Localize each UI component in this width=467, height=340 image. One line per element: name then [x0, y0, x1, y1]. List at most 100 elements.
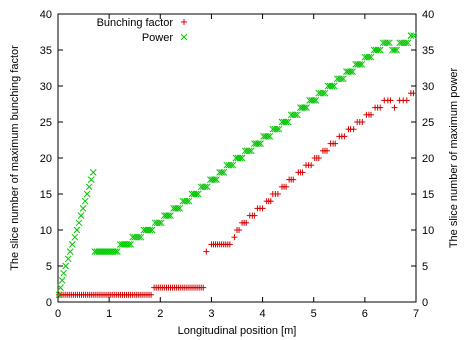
- y-tick-label-right: 25: [422, 117, 434, 129]
- data-point: [283, 183, 290, 190]
- data-point: [167, 212, 174, 219]
- y-tick-label-right: 30: [422, 81, 434, 93]
- legend-label-bunching: Bunching factor: [97, 17, 174, 29]
- data-point: [73, 226, 81, 234]
- data-point: [391, 46, 398, 54]
- data-point: [81, 197, 89, 205]
- data-point: [267, 198, 274, 205]
- data-point: [243, 219, 250, 226]
- data-point: [213, 176, 220, 183]
- data-point: [251, 212, 258, 219]
- data-point: [220, 169, 228, 176]
- data-point: [324, 147, 331, 154]
- data-point: [356, 61, 364, 68]
- data-point: [200, 284, 207, 291]
- data-point: [231, 234, 238, 241]
- x-tick-label: 7: [413, 308, 419, 320]
- data-point: [404, 39, 412, 47]
- data-point: [71, 233, 79, 241]
- data-point: [312, 97, 320, 104]
- y-tick-label-right: 0: [422, 297, 428, 309]
- data-point: [229, 161, 237, 169]
- data-point: [264, 133, 272, 140]
- data-point: [349, 68, 356, 75]
- data-point: [148, 226, 156, 234]
- data-point: [282, 118, 290, 126]
- data-point: [410, 90, 417, 97]
- data-point: [211, 176, 218, 183]
- data-point: [192, 190, 200, 198]
- data-point: [391, 104, 398, 111]
- x-tick-label: 3: [208, 308, 214, 320]
- data-point: [135, 233, 143, 241]
- data-point: [111, 248, 119, 255]
- data-point: [340, 75, 347, 83]
- data-point: [350, 126, 357, 133]
- legend-marker-power: [180, 33, 188, 41]
- y-tick-label-left: 20: [40, 153, 52, 165]
- data-point: [64, 255, 72, 263]
- data-point: [359, 119, 366, 125]
- y-axis-right-title: The slice number of maximum power: [448, 67, 460, 248]
- y-tick-label-right: 35: [422, 45, 434, 57]
- data-point: [83, 190, 91, 198]
- data-point: [203, 183, 211, 191]
- data-point: [60, 269, 67, 277]
- legend-marker: [181, 19, 187, 25]
- data-point: [402, 39, 410, 47]
- data-point: [274, 191, 281, 197]
- data-point: [55, 291, 63, 299]
- legend-marker: [180, 33, 188, 41]
- legend-label-power: Power: [142, 32, 174, 44]
- data-point: [259, 205, 266, 212]
- data-point: [85, 183, 93, 191]
- data-point: [66, 248, 74, 255]
- y-tick-label-left: 0: [46, 297, 52, 309]
- data-point: [137, 233, 145, 241]
- data-point: [330, 82, 338, 90]
- data-point: [245, 147, 253, 155]
- data-point: [315, 155, 322, 161]
- series-bunching-factor: [56, 90, 417, 298]
- data-point: [255, 140, 262, 147]
- data-point: [319, 89, 327, 97]
- data-point: [293, 111, 301, 119]
- data-point: [257, 140, 264, 147]
- data-point: [374, 46, 382, 54]
- y-tick-label-right: 15: [422, 189, 434, 201]
- y-tick-label-left: 15: [40, 189, 52, 201]
- y-tick-label-right: 40: [422, 9, 434, 21]
- plot-frame: [57, 13, 417, 303]
- data-point: [227, 161, 235, 169]
- data-point: [393, 46, 400, 54]
- data-point: [77, 212, 85, 219]
- data-point: [174, 205, 182, 212]
- x-tick-label: 5: [311, 308, 317, 320]
- data-point: [290, 176, 297, 183]
- data-point: [337, 75, 345, 83]
- series-power: [55, 32, 417, 299]
- y-tick-label-right: 10: [422, 225, 434, 237]
- data-point: [62, 262, 70, 270]
- data-point: [365, 53, 373, 61]
- data-point: [367, 111, 374, 118]
- data-point: [291, 111, 299, 119]
- data-point: [218, 169, 226, 176]
- data-point: [125, 241, 132, 248]
- data-point: [410, 32, 417, 39]
- data-point: [58, 277, 66, 284]
- data-point: [155, 219, 163, 227]
- data-point: [201, 183, 209, 191]
- data-point: [238, 154, 246, 162]
- data-point: [387, 97, 394, 104]
- y-axis-left-title: The slice number of maximum bunching fac…: [9, 45, 21, 271]
- data-point: [75, 219, 83, 227]
- data-point: [113, 248, 121, 255]
- data-point: [332, 140, 339, 147]
- data-point: [273, 125, 281, 133]
- x-tick-label: 1: [106, 308, 112, 320]
- data-point: [183, 197, 191, 205]
- y-tick-label-left: 10: [40, 225, 52, 237]
- data-point: [157, 219, 165, 227]
